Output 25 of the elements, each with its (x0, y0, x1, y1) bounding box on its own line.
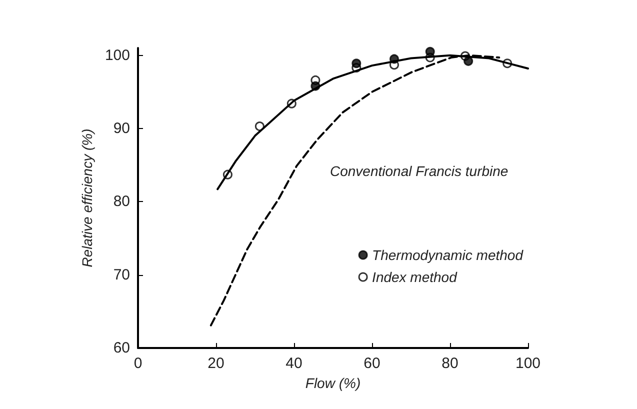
x-tick-label: 40 (286, 355, 302, 372)
point (425, 52, 435, 62)
point (222, 170, 232, 180)
point (389, 60, 399, 70)
point (460, 51, 470, 61)
y-tick-label: 80 (113, 193, 130, 210)
legend-label: Thermodynamic method (372, 247, 524, 263)
x-tick-label: 60 (364, 355, 380, 372)
point (352, 63, 362, 73)
x-tick-label: 0 (134, 355, 142, 372)
x-axis-title: Flow (%) (305, 374, 361, 391)
y-tick-label: 60 (113, 340, 130, 356)
point (310, 75, 320, 85)
point (254, 122, 264, 132)
point (502, 58, 512, 68)
annotation: Conventional Francis turbine (330, 163, 508, 179)
x-tick-label: 20 (208, 355, 224, 372)
legend-label: Index method (372, 269, 458, 285)
y-tick-label: 70 (113, 266, 130, 284)
x-tick-label: 100 (515, 355, 541, 372)
point (286, 98, 296, 108)
y-tick-label: 90 (113, 120, 130, 137)
y-axis-title: Relative efficiency (%) (79, 128, 96, 268)
y-tick-label: 100 (104, 46, 130, 64)
x-tick-label: 80 (442, 355, 458, 372)
